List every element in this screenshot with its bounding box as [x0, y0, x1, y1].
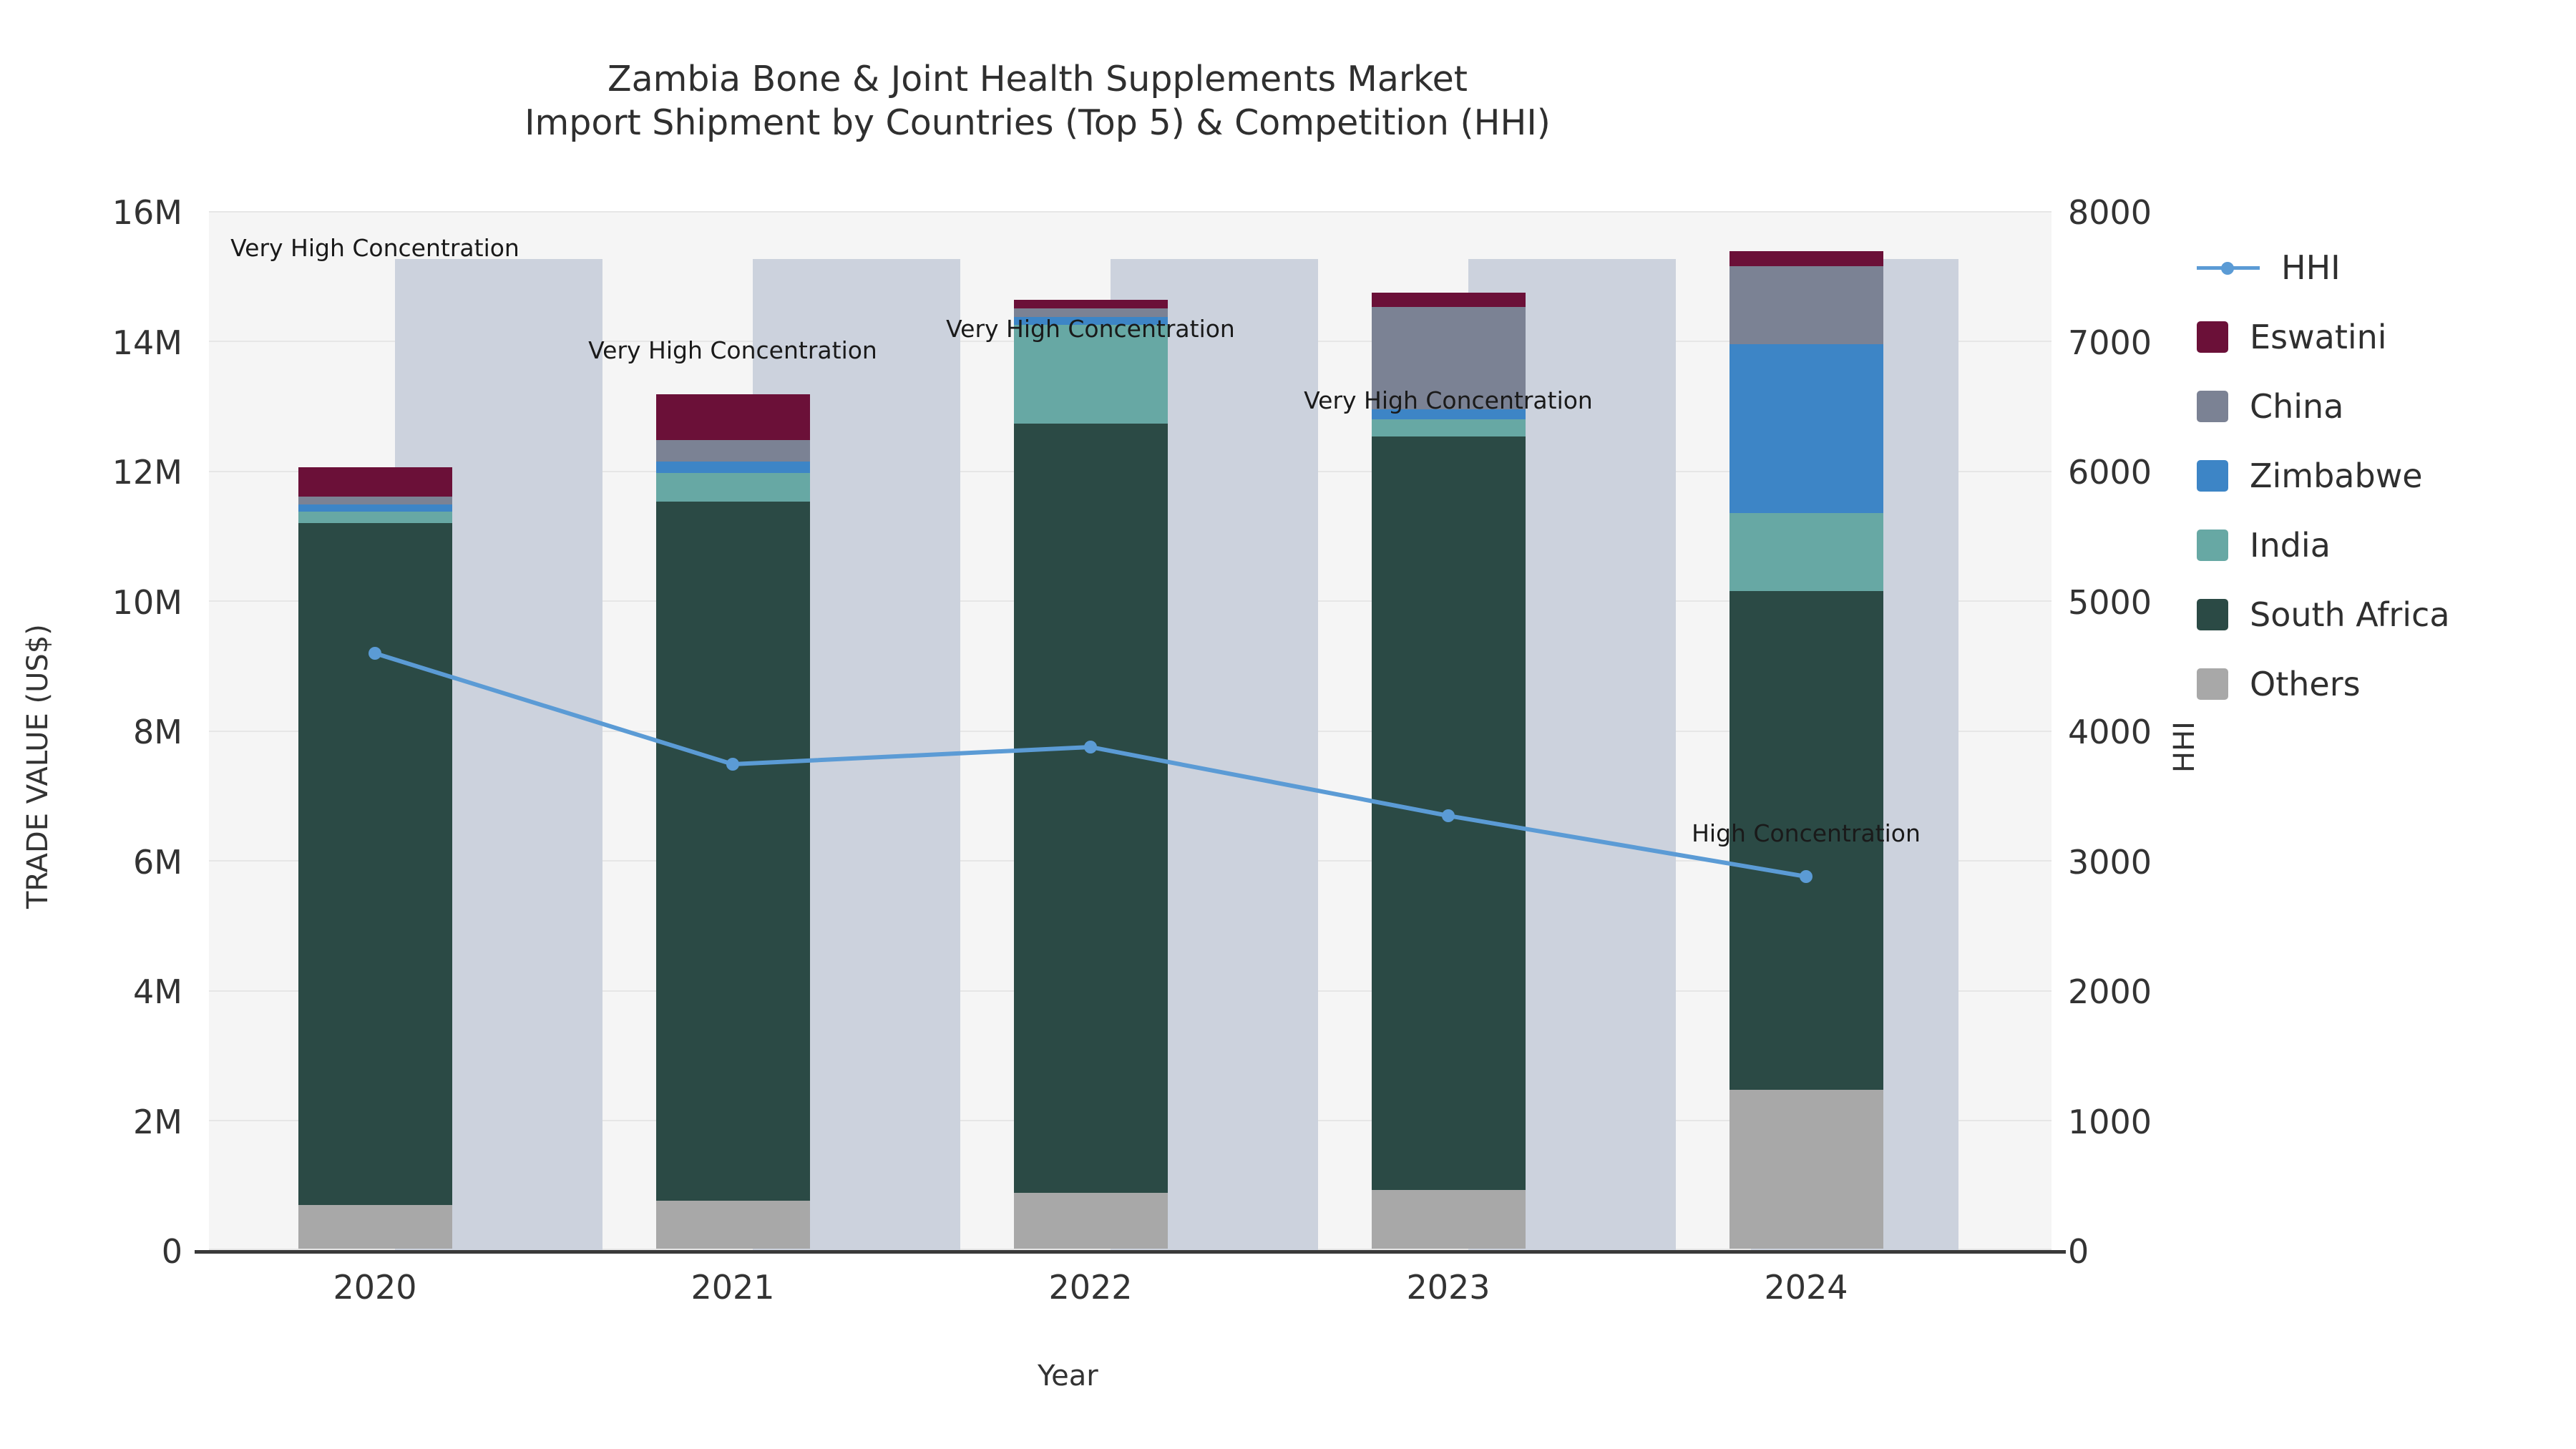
hhi-annotation-2024: High Concentration — [1692, 819, 1921, 847]
ytick-left-12M: 12M — [112, 453, 182, 492]
hhi-line-icon — [2197, 252, 2260, 283]
ytick-right-4000: 4000 — [2068, 713, 2152, 751]
legend-label-south-africa: South Africa — [2250, 595, 2450, 634]
bar-2020-zimbabwe[interactable] — [298, 504, 452, 512]
legend-item-zimbabwe[interactable]: Zimbabwe — [2197, 441, 2450, 510]
ytick-right-1000: 1000 — [2068, 1103, 2152, 1141]
legend-item-hhi[interactable]: HHI — [2197, 233, 2450, 302]
gridline-16M — [209, 211, 2051, 213]
xtick-2023: 2023 — [1406, 1268, 1491, 1307]
legend-item-india[interactable]: India — [2197, 510, 2450, 580]
bar-2020-others[interactable] — [298, 1205, 452, 1249]
legend-item-eswatini[interactable]: Eswatini — [2197, 302, 2450, 371]
ytick-right-5000: 5000 — [2068, 583, 2152, 622]
bar-2024-india[interactable] — [1729, 513, 1883, 591]
bar-2023-zimbabwe[interactable] — [1372, 409, 1526, 419]
ytick-left-0: 0 — [161, 1232, 182, 1271]
hhi-annotation-2021: Very High Concentration — [588, 336, 877, 364]
ytick-right-7000: 7000 — [2068, 323, 2152, 362]
bar-2021-south-africa[interactable] — [656, 502, 810, 1201]
ytick-left-4M: 4M — [133, 972, 182, 1011]
legend-swatch-india — [2197, 529, 2228, 561]
bar-2023-china[interactable] — [1372, 307, 1526, 409]
ytick-left-6M: 6M — [133, 843, 182, 882]
hhi-annotation-2022: Very High Concentration — [946, 315, 1235, 343]
legend-swatch-zimbabwe — [2197, 459, 2228, 492]
bar-2024-china[interactable] — [1729, 266, 1883, 344]
bar-2020-south-africa[interactable] — [298, 523, 452, 1205]
ytick-right-0: 0 — [2068, 1232, 2089, 1271]
xtick-2020: 2020 — [333, 1268, 417, 1307]
ytick-left-14M: 14M — [112, 323, 182, 362]
bar-2022-south-africa[interactable] — [1014, 424, 1168, 1193]
legend-swatch-china — [2197, 390, 2228, 422]
bar-2022-india[interactable] — [1014, 325, 1168, 424]
legend-item-south-africa[interactable]: South Africa — [2197, 580, 2450, 649]
bar-2020-eswatini[interactable] — [298, 467, 452, 497]
bar-2020-china[interactable] — [298, 497, 452, 504]
ytick-right-2000: 2000 — [2068, 972, 2152, 1011]
bar-2024-eswatini[interactable] — [1729, 251, 1883, 266]
xtick-2022: 2022 — [1048, 1268, 1133, 1307]
plot-area — [209, 211, 2051, 1250]
ytick-left-10M: 10M — [112, 583, 182, 622]
bar-2022-china[interactable] — [1014, 308, 1168, 317]
legend: HHI Eswatini China Zimbabwe India South … — [2197, 233, 2450, 718]
ytick-left-16M: 16M — [112, 193, 182, 232]
chart-title-line1: Zambia Bone & Joint Health Supplements M… — [608, 59, 1468, 99]
legend-swatch-others — [2197, 668, 2228, 700]
chart-title-line2: Import Shipment by Countries (Top 5) & C… — [525, 102, 1551, 144]
bar-2021-india[interactable] — [656, 473, 810, 502]
ytick-left-2M: 2M — [133, 1103, 182, 1141]
bar-2023-south-africa[interactable] — [1372, 436, 1526, 1190]
legend-label-zimbabwe: Zimbabwe — [2250, 456, 2423, 495]
chart-title: Zambia Bone & Joint Health Supplements M… — [0, 57, 2075, 145]
ytick-right-6000: 6000 — [2068, 453, 2152, 492]
bar-2023-india[interactable] — [1372, 419, 1526, 436]
legend-item-china[interactable]: China — [2197, 371, 2450, 441]
x-axis-line — [195, 1250, 2066, 1254]
bar-2022-zimbabwe[interactable] — [1014, 317, 1168, 325]
legend-label-india: India — [2250, 525, 2331, 565]
bar-2022-others[interactable] — [1014, 1193, 1168, 1249]
bar-2022-eswatini[interactable] — [1014, 300, 1168, 308]
bar-2021-china[interactable] — [656, 440, 810, 462]
x-axis-label: Year — [1038, 1360, 1098, 1392]
legend-label-china: China — [2250, 386, 2344, 426]
y-axis-label-left: TRADE VALUE (US$) — [21, 624, 54, 909]
ytick-right-3000: 3000 — [2068, 843, 2152, 882]
xtick-2024: 2024 — [1764, 1268, 1848, 1307]
legend-swatch-eswatini — [2197, 321, 2228, 353]
legend-swatch-south-africa — [2197, 598, 2228, 630]
legend-label-eswatini: Eswatini — [2250, 317, 2387, 356]
hhi-annotation-2023: Very High Concentration — [1304, 386, 1593, 414]
xtick-2021: 2021 — [691, 1268, 775, 1307]
hhi-annotation-2020: Very High Concentration — [230, 234, 519, 262]
ytick-left-8M: 8M — [133, 713, 182, 751]
bar-2021-zimbabwe[interactable] — [656, 462, 810, 473]
bar-2023-others[interactable] — [1372, 1190, 1526, 1249]
bar-2023-eswatini[interactable] — [1372, 293, 1526, 307]
y-axis-label-right: HHI — [2168, 721, 2201, 773]
bar-2024-others[interactable] — [1729, 1090, 1883, 1249]
ytick-right-8000: 8000 — [2068, 193, 2152, 232]
bar-2024-zimbabwe[interactable] — [1729, 344, 1883, 513]
bar-2021-eswatini[interactable] — [656, 394, 810, 440]
legend-label-hhi: HHI — [2281, 248, 2341, 287]
bar-2020-india[interactable] — [298, 512, 452, 523]
legend-label-others: Others — [2250, 664, 2361, 703]
bar-2021-others[interactable] — [656, 1201, 810, 1249]
legend-item-others[interactable]: Others — [2197, 649, 2450, 718]
